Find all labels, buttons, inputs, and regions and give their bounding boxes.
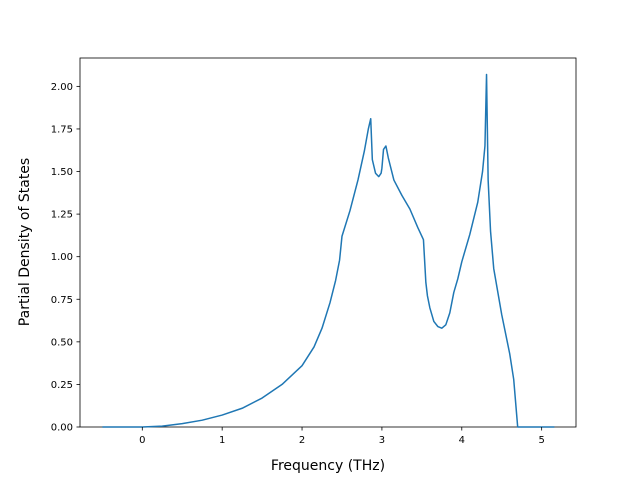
y-tick-label: 1.25 bbox=[51, 210, 73, 221]
y-axis-label: Partial Density of States bbox=[17, 158, 33, 326]
x-axis-label: Frequency (THz) bbox=[271, 458, 385, 474]
x-tick-label: 4 bbox=[459, 435, 465, 446]
x-tick-label: 2 bbox=[299, 435, 305, 446]
x-tick-label: 1 bbox=[219, 435, 225, 446]
x-axis-ticks: 0 1 2 3 4 5 bbox=[139, 427, 545, 446]
y-tick-label: 1.00 bbox=[51, 252, 73, 263]
y-tick-label: 1.75 bbox=[51, 124, 73, 135]
x-tick-label: 5 bbox=[538, 435, 544, 446]
plot-frame bbox=[79, 57, 577, 428]
y-axis-ticks: 0.00 0.25 0.50 0.75 1.00 1.25 1.50 1.75 2.00 bbox=[51, 82, 80, 434]
x-tick-label: 3 bbox=[379, 435, 385, 446]
y-tick-label: 1.50 bbox=[51, 167, 73, 178]
y-tick-label: 0.00 bbox=[51, 423, 73, 434]
y-tick-label: 2.00 bbox=[51, 82, 73, 93]
y-tick-label: 0.75 bbox=[51, 295, 73, 306]
plot-area bbox=[79, 57, 577, 428]
series-layer bbox=[102, 73, 555, 428]
y-tick-label: 0.50 bbox=[51, 337, 73, 348]
series-line-0 bbox=[102, 73, 555, 428]
x-tick-label: 0 bbox=[139, 435, 145, 446]
y-tick-label: 0.25 bbox=[51, 380, 73, 391]
